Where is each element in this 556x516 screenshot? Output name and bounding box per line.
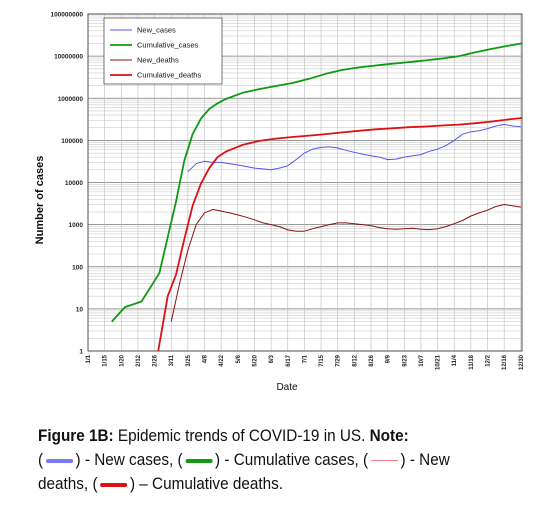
series-line-cumulative-cases (111, 42, 523, 323)
x-tick-label: 3/25 (186, 354, 192, 366)
x-tick-label: 6/3 (269, 354, 275, 363)
note-new-cases: ) - New cases, ( (75, 450, 183, 469)
plot-frame (87, 13, 523, 352)
y-tick-label: 100000000 (50, 12, 83, 19)
axes: 1 10 100 1000 10000 100000 1000000 10000000 1000… (50, 12, 524, 371)
x-tick-label: 11/18 (469, 354, 475, 369)
grid (87, 13, 522, 352)
plot-area (111, 42, 523, 352)
series-line-new-deaths (170, 204, 521, 322)
figure-label: Figure 1B: (38, 426, 114, 445)
note-cumulative-deaths: ) – Cumulative deaths. (129, 474, 284, 493)
note-cumulative-cases: ) - Cumulative cases, ( (215, 450, 369, 469)
legend-label: Cumulative_cases (137, 41, 199, 50)
cumulative-deaths-swatch (100, 482, 128, 487)
x-tick-label: 12/30 (519, 354, 525, 370)
x-tick-label: 11/4 (452, 354, 458, 366)
x-tick-label: 7/1 (302, 354, 308, 363)
x-tick-label: 5/6 (236, 354, 242, 363)
chart: 1 10 100 1000 10000 100000 1000000 10000000 1000… (34, 12, 525, 394)
x-tick-label: 9/9 (386, 354, 392, 363)
x-tick-label: 1/1 (86, 354, 92, 363)
x-tick-label: 12/16 (502, 354, 508, 370)
note-label: Note: (369, 426, 409, 445)
y-tick-label: 1000 (69, 222, 84, 229)
y-axis-label: Number of cases (34, 156, 46, 245)
x-tick-label: 1/15 (103, 354, 109, 366)
y-tick-label: 1 (79, 349, 83, 356)
x-axis-label: Date (276, 382, 298, 393)
x-tick-label: 8/12 (352, 354, 358, 366)
note-open-paren: ( (38, 450, 44, 469)
y-tick-label: 10000000 (54, 54, 83, 61)
x-tick-label: 4/22 (219, 354, 225, 366)
new-cases-swatch (45, 458, 73, 463)
x-tick-label: 10/21 (436, 354, 442, 370)
cumulative-cases-swatch (185, 458, 213, 463)
y-tick-label: 100 (72, 264, 83, 271)
new-deaths-swatch (370, 460, 398, 462)
x-tick-label: 12/2 (486, 354, 492, 366)
legend-label: Cumulative_deaths (137, 71, 201, 80)
series-line-cumulative-deaths (157, 117, 523, 352)
x-tick-label: 1/20 (119, 354, 125, 366)
x-tick-label: 9/23 (402, 354, 408, 366)
y-tick-label: 10000 (65, 180, 83, 187)
note-deaths-text: deaths, ( (38, 474, 98, 493)
x-tick-label: 7/15 (319, 354, 325, 366)
legend: New_cases Cumulative_cases New_deaths Cumul… (103, 17, 223, 85)
y-tick-label: 10 (76, 306, 84, 313)
note-new-deaths: ) - New (400, 450, 450, 469)
x-tick-label: 7/29 (336, 354, 342, 366)
x-tick-label: 10/7 (419, 354, 425, 366)
x-tick-label: 3/11 (169, 354, 175, 366)
x-tick-label: 5/20 (252, 354, 258, 366)
y-tick-label: 1000000 (58, 96, 84, 103)
x-tick-label: 4/8 (203, 354, 209, 363)
legend-label: New_cases (137, 26, 176, 35)
legend-box (103, 17, 223, 85)
x-tick-label: 2/12 (136, 354, 142, 366)
caption-text: Epidemic trends of COVID-19 in US. (113, 426, 370, 445)
legend-label: New_deaths (137, 56, 179, 65)
y-tick-label: 100000 (61, 138, 83, 145)
series-line-new-cases (187, 123, 521, 173)
figure-caption: Figure 1B: Epidemic trends of COVID-19 i… (38, 424, 499, 496)
x-tick-label: 6/17 (286, 354, 292, 366)
x-tick-label: 2/26 (153, 354, 159, 366)
x-tick-label: 8/26 (369, 354, 375, 366)
